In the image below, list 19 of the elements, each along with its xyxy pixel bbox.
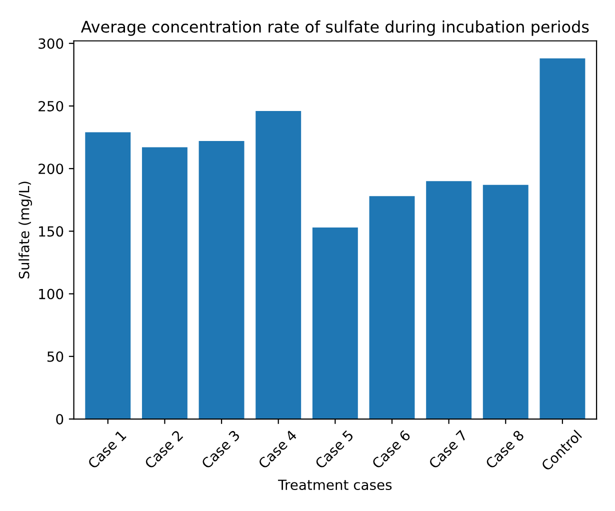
chart-title: Average concentration rate of sulfate during incubation periods	[80, 20, 589, 36]
y-tick-label: 250	[38, 100, 64, 112]
y-tick-label: 0	[56, 414, 64, 424]
y-axis-title: Sulfate (mg/L)	[18, 182, 32, 278]
bar	[256, 111, 302, 420]
bar	[540, 58, 586, 420]
y-tick-label: 300	[38, 38, 64, 49]
y-tick-label: 150	[39, 226, 64, 237]
bar	[142, 147, 188, 420]
y-tick-label: 200	[38, 164, 64, 174]
bar	[312, 227, 358, 420]
bar	[369, 196, 415, 420]
bar	[426, 181, 472, 420]
y-tick-label: 100	[39, 288, 64, 300]
bar	[198, 141, 244, 420]
x-axis-title: Treatment cases	[278, 480, 392, 490]
y-tick-label: 50	[47, 351, 64, 362]
bar	[85, 132, 131, 420]
bar	[482, 184, 528, 420]
